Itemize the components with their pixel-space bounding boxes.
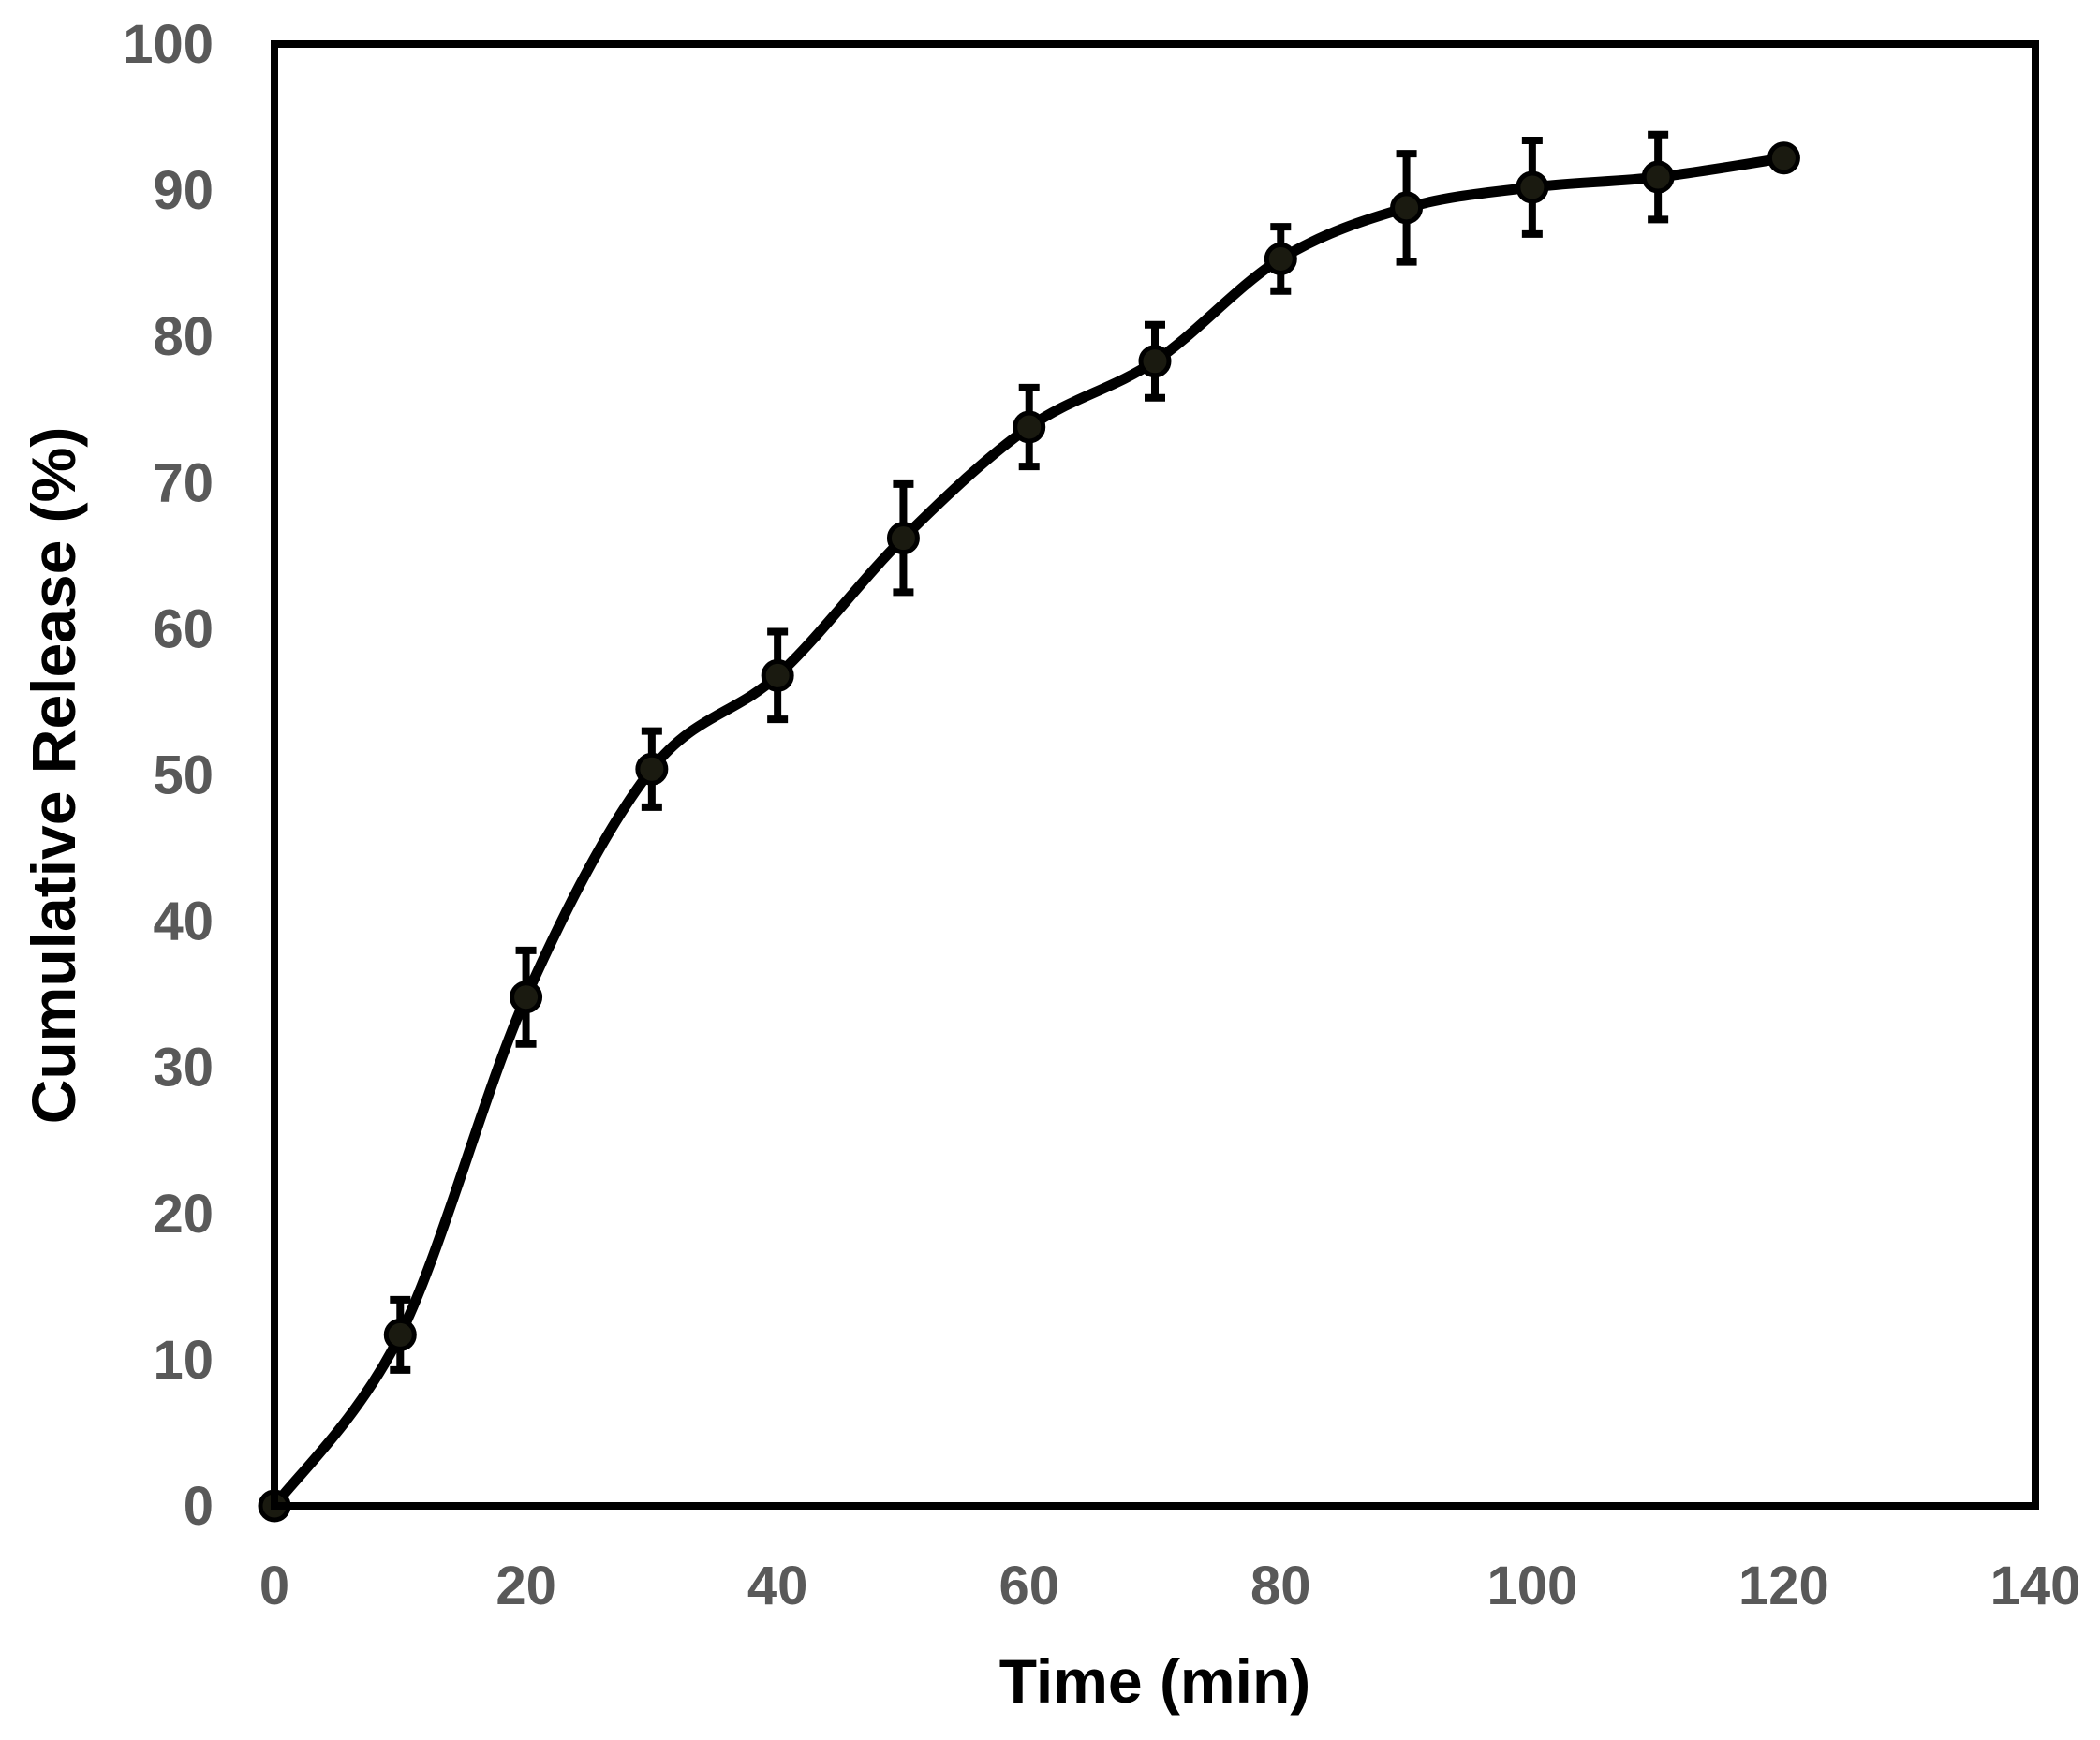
data-point (1641, 160, 1675, 194)
x-tick-label: 140 (1990, 1556, 2081, 1616)
y-tick-label: 60 (153, 598, 214, 659)
x-axis-title: Time (min) (999, 1646, 1310, 1716)
data-point (886, 522, 920, 555)
data-point (383, 1318, 417, 1351)
data-point (761, 658, 794, 692)
y-tick-label: 40 (153, 892, 214, 952)
y-tick-label: 100 (123, 14, 214, 75)
x-tick-label: 100 (1486, 1556, 1577, 1616)
y-tick-label: 10 (153, 1330, 214, 1391)
data-point (1264, 242, 1297, 275)
y-axis-title: Cumulative Release (%) (19, 427, 88, 1125)
x-tick-label: 80 (1250, 1556, 1311, 1616)
y-tick-label: 0 (184, 1476, 214, 1537)
y-tick-label: 20 (153, 1184, 214, 1245)
data-point (1767, 141, 1800, 175)
y-tick-label: 30 (153, 1038, 214, 1099)
data-point (635, 752, 669, 786)
data-point (1013, 410, 1046, 444)
data-point (1516, 170, 1549, 204)
plot-frame (271, 40, 2039, 1510)
x-tick-label: 60 (998, 1556, 1059, 1616)
y-tick-label: 90 (153, 160, 214, 221)
x-tick-label: 0 (259, 1556, 289, 1616)
data-point (510, 981, 543, 1014)
y-tick-label: 80 (153, 306, 214, 367)
data-point (1138, 345, 1172, 378)
x-tick-label: 40 (747, 1556, 808, 1616)
data-point (1390, 191, 1424, 225)
series-line (270, 153, 1785, 1510)
x-tick-label: 120 (1738, 1556, 1829, 1616)
y-tick-label: 70 (153, 452, 214, 513)
y-tick-label: 50 (153, 745, 214, 806)
x-tick-label: 20 (495, 1556, 556, 1616)
